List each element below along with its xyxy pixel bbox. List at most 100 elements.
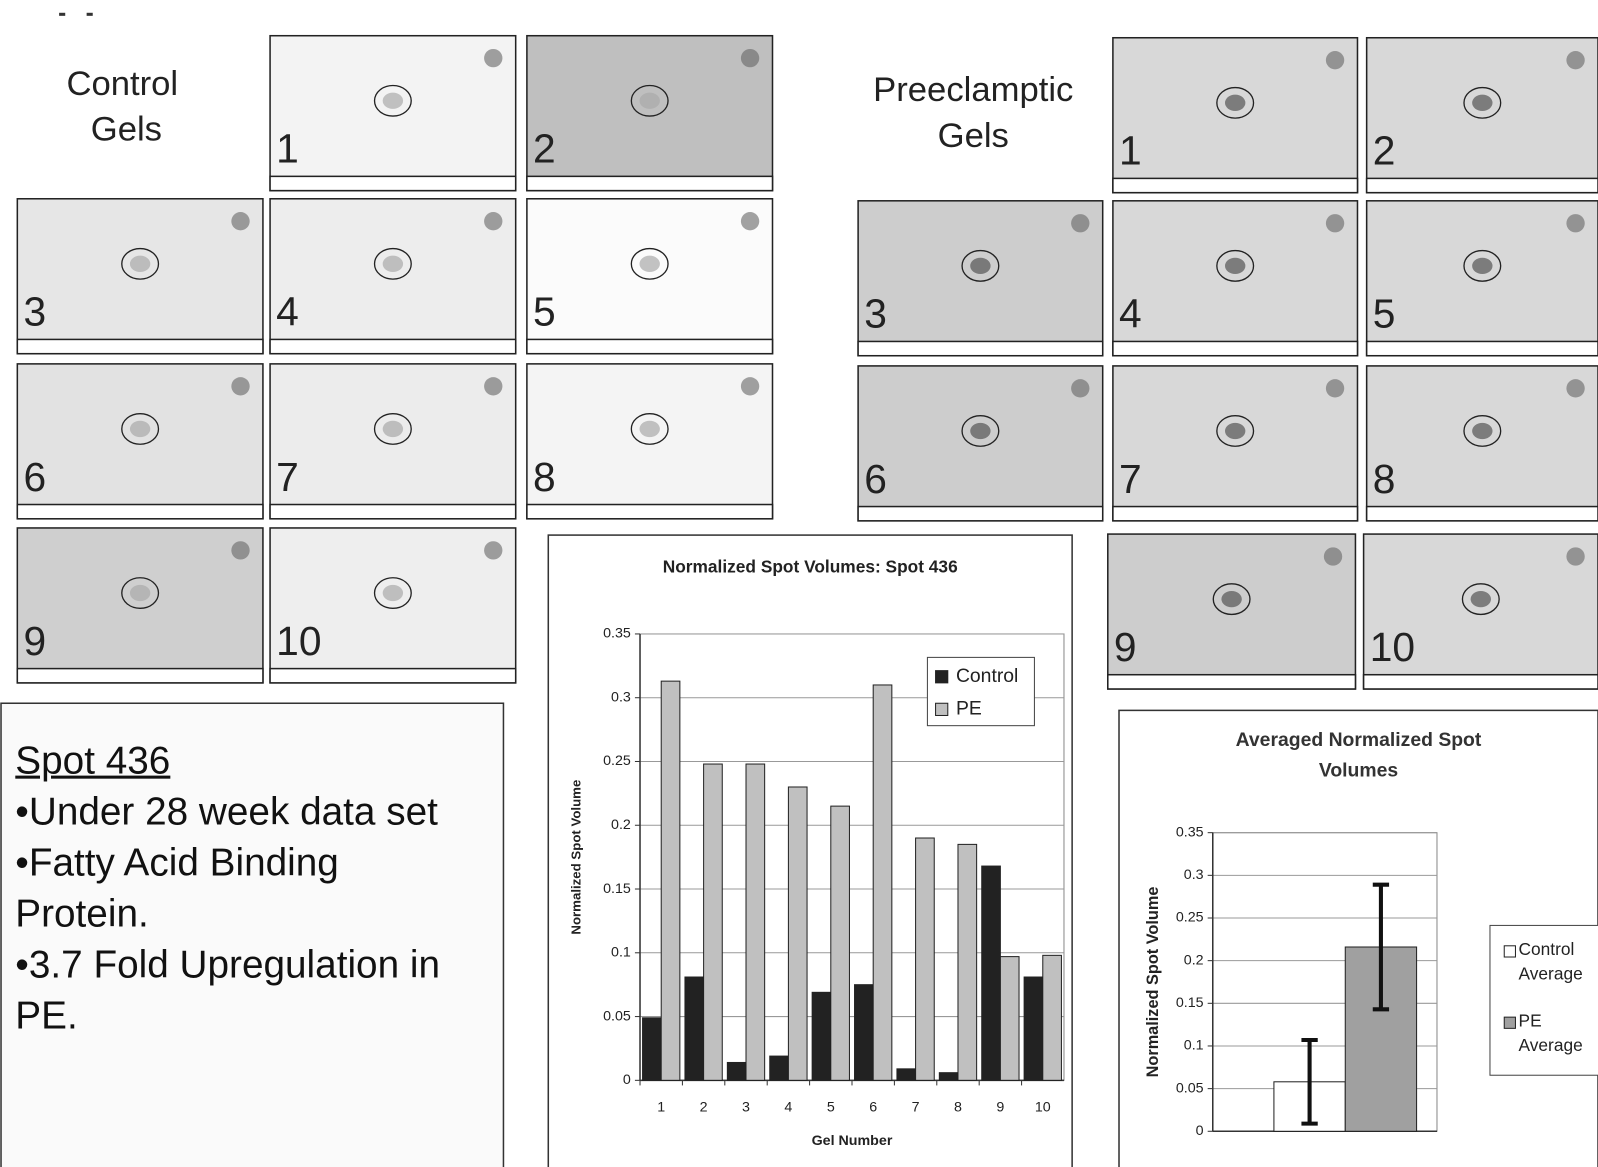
notes-text: Spot 436 •Under 28 week data set •Fatty … (1, 713, 480, 1064)
legend-label: PE Average (1518, 1011, 1583, 1055)
bar (896, 1068, 917, 1081)
gel-number: 7 (1119, 456, 1142, 502)
gel-outline (373, 247, 412, 280)
gel-strip (269, 503, 517, 520)
gel-blob (1325, 51, 1345, 70)
legend-label-box: PE Average (1518, 1011, 1583, 1055)
gel-image (1112, 200, 1359, 357)
gel-number: 5 (1373, 291, 1396, 337)
gel-strip (1365, 505, 1598, 522)
notes-bullet: •Fatty Acid Binding Protein. (15, 841, 339, 936)
legend-label-box: Control Average (1518, 939, 1583, 984)
gel-number: 1 (1119, 128, 1142, 174)
gel-number: 8 (1373, 456, 1396, 502)
gel-strip (269, 667, 517, 684)
gel-outline (1463, 86, 1502, 119)
gel-outline (630, 247, 669, 280)
gel-spot (382, 92, 404, 109)
gel-number: 10 (1370, 624, 1415, 670)
gel-image (526, 34, 774, 192)
gel-blob (1323, 547, 1343, 566)
gel-blob (484, 377, 503, 396)
legend-label: Control Average (1518, 939, 1583, 984)
y-tick-label: 0.2 (611, 817, 631, 833)
gel-strip (857, 340, 1104, 357)
gel-spot (1470, 590, 1491, 608)
gel-blob (1566, 51, 1585, 70)
gel-strip (1112, 177, 1359, 194)
gel-outline (1216, 415, 1255, 447)
gel-strip (1365, 340, 1598, 357)
bar (684, 976, 705, 1081)
bar (938, 1072, 959, 1081)
legend-swatch (935, 670, 949, 684)
bar (787, 786, 808, 1081)
bar (981, 865, 1001, 1081)
notes-bullet: •3.7 Fold Upregulation in PE. (15, 943, 441, 1038)
gel-blob (1566, 379, 1585, 398)
gel-blob (1071, 379, 1090, 398)
y-tick-label: 0.1 (611, 945, 631, 961)
gel-strip (1112, 505, 1359, 522)
x-tick-label: 2 (700, 1100, 708, 1116)
gel-spot (639, 255, 660, 272)
gel-spot (1224, 94, 1246, 111)
gel-image (16, 198, 264, 355)
gel-image (526, 363, 774, 520)
notes-bullet: •Under 28 week data set (15, 790, 438, 834)
gel-outline (961, 415, 1000, 447)
bar (703, 763, 723, 1081)
y-tick-label: 0.1 (1184, 1038, 1204, 1054)
gel-strip (526, 338, 774, 355)
gel-strip (269, 338, 517, 355)
gel-spot (129, 420, 151, 438)
gel-strip (1362, 673, 1598, 690)
gel-number: 6 (23, 454, 46, 500)
y-tick-label: 0.05 (603, 1008, 631, 1024)
gel-number: 2 (533, 126, 556, 172)
bar (872, 684, 893, 1081)
gel-blob (484, 48, 503, 68)
gel-blob (1325, 379, 1345, 398)
x-tick-label: 5 (827, 1100, 835, 1116)
gel-spot (382, 420, 404, 438)
x-tick-label: 10 (1035, 1100, 1051, 1116)
bar (854, 984, 874, 1081)
gel-blob (1566, 214, 1585, 233)
x-tick-label: 8 (954, 1100, 962, 1116)
gel-image (1365, 365, 1598, 522)
gel-blob (484, 212, 503, 231)
gel-blob (740, 212, 760, 231)
gel-spot (639, 92, 660, 109)
legend-label: PE (956, 697, 982, 719)
gel-outline (121, 577, 160, 609)
gel-outline (1461, 583, 1500, 616)
gel-blob (231, 541, 250, 560)
gel-strip (269, 175, 517, 192)
gel-spot (970, 257, 991, 275)
gel-outline (1463, 415, 1502, 447)
x-tick-label: 7 (912, 1100, 920, 1116)
x-tick-label: 3 (742, 1100, 750, 1116)
gel-spot (639, 420, 660, 438)
x-tick-label: 9 (996, 1100, 1004, 1116)
gel-image (1112, 36, 1359, 194)
gel-blob (484, 541, 503, 560)
legend-swatch (935, 702, 949, 716)
gel-image (269, 198, 517, 355)
gel-strip (857, 505, 1104, 522)
gel-blob (1071, 214, 1090, 233)
y-tick-label: 0.25 (603, 753, 631, 769)
chart-title: Normalized Spot Volumes: Spot 436 (663, 556, 958, 576)
legend-swatch (1503, 1016, 1516, 1029)
error-bar (1301, 1037, 1318, 1126)
y-tick-label: 0.3 (611, 689, 631, 705)
gel-spot (1224, 422, 1246, 440)
notes-heading: Spot 436 (15, 739, 171, 783)
gel-number: 2 (1373, 128, 1396, 174)
y-tick-label: 0.35 (1176, 824, 1204, 840)
gel-image (16, 527, 264, 684)
y-tick-label: 0 (1196, 1123, 1204, 1139)
gel-spot (1224, 257, 1246, 275)
gel-group-title: Gels (91, 111, 162, 149)
